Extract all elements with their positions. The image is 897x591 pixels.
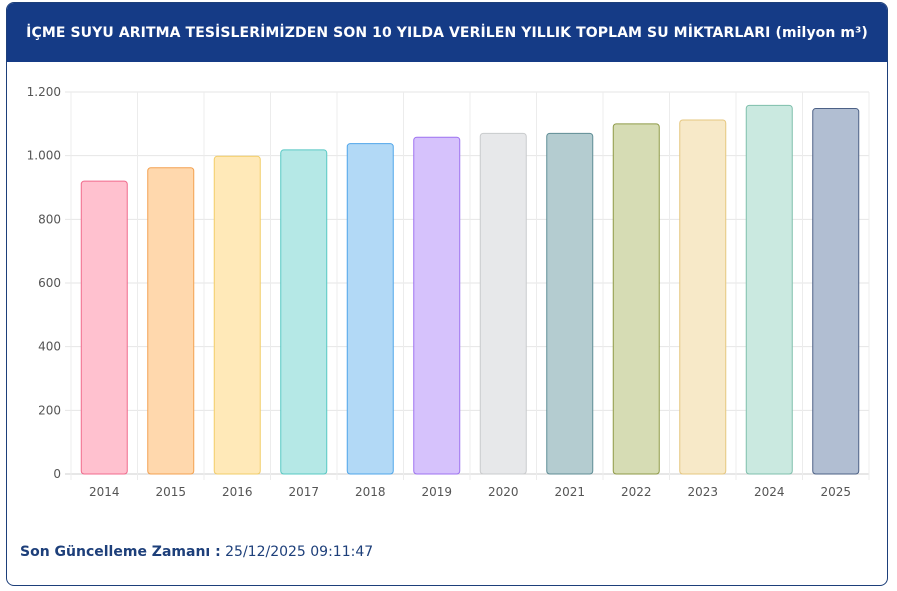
last-updated-value: 25/12/2025 09:11:47 [220, 544, 374, 560]
x-tick-label: 2014 [89, 485, 120, 499]
y-tick-label: 1.000 [27, 149, 61, 163]
y-tick-label: 400 [38, 340, 61, 354]
bar-2018[interactable] [346, 143, 394, 475]
x-tick-label: 2021 [554, 485, 585, 499]
grid-lines [65, 91, 870, 480]
x-tick-label: 2015 [155, 485, 186, 499]
bar-2019[interactable] [413, 136, 461, 475]
x-tick-label: 2022 [621, 485, 652, 499]
x-axis-ticks: 2014 2015 2016 2017 2018 2019 2020 2021 2022 2023… [89, 485, 851, 499]
bar-2016[interactable] [213, 155, 261, 475]
y-axis-ticks: 0 200 400 600 800 1.000 1.200 [27, 85, 61, 481]
bar-2024[interactable] [745, 104, 793, 475]
bar-2023[interactable] [679, 119, 727, 475]
bar-2021[interactable] [546, 132, 594, 475]
x-tick-label: 2017 [288, 485, 319, 499]
chart-title: İÇME SUYU ARITMA TESİSLERİMİZDEN SON 10 … [7, 3, 887, 62]
bar-2014[interactable] [80, 180, 128, 475]
x-tick-label: 2018 [355, 485, 386, 499]
x-tick-label: 2020 [488, 485, 519, 499]
x-tick-label: 2025 [820, 485, 851, 499]
y-tick-label: 200 [38, 403, 61, 417]
bar-2025[interactable] [812, 108, 860, 475]
bars [80, 104, 860, 475]
last-updated: Son Güncelleme Zamanı : 25/12/2025 09:11… [20, 544, 373, 560]
y-tick-label: 0 [53, 467, 61, 481]
bar-2022[interactable] [612, 123, 660, 475]
y-tick-label: 600 [38, 276, 61, 290]
x-tick-label: 2019 [421, 485, 452, 499]
bar-2015[interactable] [147, 167, 195, 475]
y-tick-label: 800 [38, 212, 61, 226]
x-tick-label: 2016 [222, 485, 253, 499]
bar-2020[interactable] [479, 132, 527, 475]
x-tick-label: 2023 [687, 485, 718, 499]
x-tick-label: 2024 [754, 485, 785, 499]
last-updated-label: Son Güncelleme Zamanı : [20, 544, 221, 560]
y-tick-label: 1.200 [27, 85, 61, 99]
bar-2017[interactable] [280, 149, 328, 475]
